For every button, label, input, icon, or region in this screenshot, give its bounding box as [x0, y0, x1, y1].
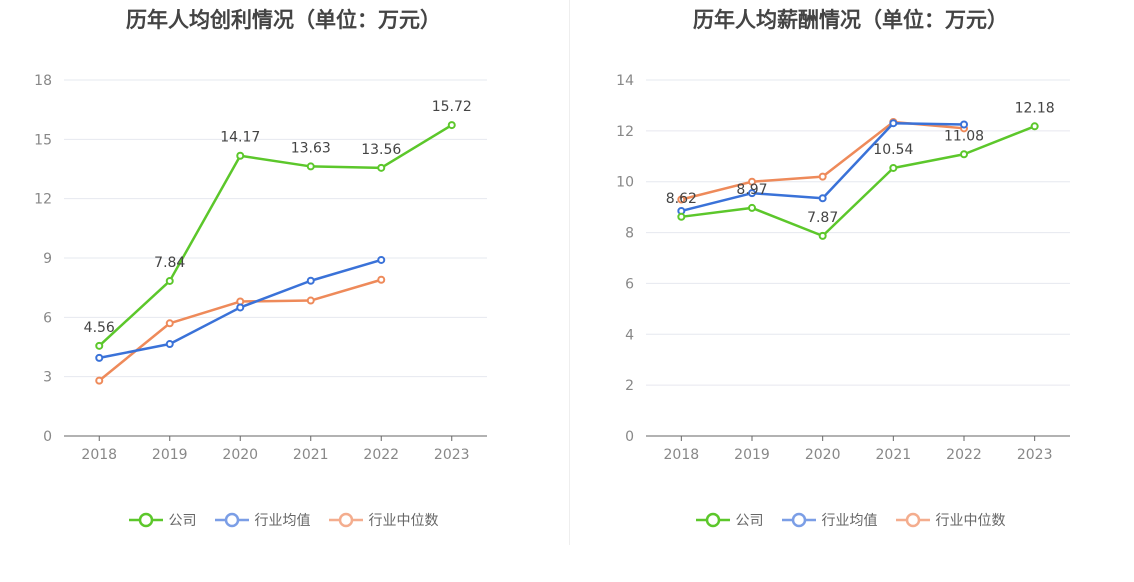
data-point[interactable]	[377, 275, 386, 284]
data-label: 8.62	[666, 191, 697, 207]
x-tick-label: 2022	[946, 447, 982, 463]
profit-line-chart: 0 3 6 9 12 15 18 2018 2019 2020 2021 2022 2023 4.56 7.…	[34, 73, 487, 463]
x-tick-label: 2020	[805, 447, 841, 463]
data-point[interactable]	[165, 276, 174, 285]
data-point[interactable]	[377, 255, 386, 264]
data-point[interactable]	[1030, 122, 1039, 131]
data-label: 15.72	[432, 99, 472, 115]
y-tick-label: 12	[616, 124, 634, 140]
y-tick-label: 14	[616, 73, 634, 89]
x-tick-label: 2022	[363, 447, 399, 463]
data-label: 12.18	[1015, 100, 1055, 116]
y-tick-label: 18	[34, 73, 52, 89]
legend-label: 行业均值	[821, 513, 878, 529]
data-label: 8.97	[736, 182, 767, 198]
legend-label: 行业中位数	[368, 513, 439, 529]
legend-line-icon	[328, 512, 363, 528]
data-point[interactable]	[306, 276, 315, 285]
legend-label: 行业中位数	[935, 513, 1006, 529]
data-label: 11.08	[944, 128, 984, 144]
data-point[interactable]	[748, 189, 756, 198]
salary-line-chart: 0 2 4 6 8 10 12 14 2018 2019 2020 2021 2022 2023 8.62 8…	[616, 73, 1070, 463]
data-point[interactable]	[306, 296, 315, 305]
data-point[interactable]	[748, 203, 756, 212]
data-point[interactable]	[677, 212, 686, 221]
legend-item-industry-median[interactable]: 行业中位数	[895, 510, 1006, 530]
x-tick-label: 2023	[1017, 447, 1053, 463]
legend-line-icon	[214, 512, 249, 528]
x-tick-label: 2019	[734, 447, 770, 463]
y-tick-label: 9	[43, 251, 52, 267]
data-label: 4.56	[84, 320, 115, 336]
data-point[interactable]	[960, 150, 968, 159]
series-line	[681, 125, 1036, 238]
data-point[interactable]	[818, 172, 827, 181]
x-tick-label: 2019	[152, 447, 188, 463]
x-tick-label: 2021	[876, 447, 912, 463]
y-tick-label: 10	[616, 175, 634, 191]
data-point[interactable]	[306, 162, 315, 171]
data-point[interactable]	[377, 163, 386, 172]
legend-line-icon	[128, 512, 163, 528]
series-line	[681, 120, 965, 201]
data-point[interactable]	[236, 151, 245, 160]
legend-line-icon	[895, 512, 930, 528]
legend-item-industry-average[interactable]: 行业均值	[214, 510, 311, 530]
data-label: 7.84	[154, 255, 185, 271]
data-point[interactable]	[95, 341, 104, 350]
y-tick-label: 6	[43, 310, 52, 326]
chart-title: 历年人均薪酬情况（单位：万元）	[693, 8, 1008, 32]
legend-label: 公司	[168, 513, 197, 529]
x-tick-label: 2020	[222, 447, 258, 463]
y-tick-label: 0	[625, 429, 634, 445]
legend-line-icon	[781, 512, 816, 528]
y-tick-label: 6	[625, 276, 634, 292]
y-tick-label: 15	[34, 132, 52, 148]
legend-item-industry-average[interactable]: 行业均值	[781, 510, 878, 530]
legend-line-icon	[695, 512, 730, 528]
legend-label: 行业均值	[254, 513, 311, 529]
data-label: 10.54	[873, 142, 913, 158]
salary-chart-panel: 历年人均薪酬情况（单位：万元） 0 2 4 6 8 10 12 14 2018 2019 2020 2…	[567, 0, 1134, 582]
data-point[interactable]	[818, 194, 827, 203]
data-point[interactable]	[889, 119, 898, 128]
legend-item-company[interactable]: 公司	[128, 510, 197, 530]
y-tick-label: 3	[43, 370, 52, 386]
x-tick-label: 2018	[664, 447, 700, 463]
data-point[interactable]	[889, 163, 898, 172]
data-point[interactable]	[236, 303, 245, 312]
legend-item-company[interactable]: 公司	[695, 510, 764, 530]
data-point[interactable]	[165, 340, 174, 349]
profit-chart-panel: 历年人均创利情况（单位：万元） 0 3 6 9 12 15 18 2018 2019 2020 20…	[0, 8, 567, 530]
legend-item-industry-median[interactable]: 行业中位数	[328, 510, 439, 530]
x-tick-label: 2023	[434, 447, 470, 463]
data-point[interactable]	[165, 319, 174, 328]
y-tick-label: 12	[34, 192, 52, 208]
data-point[interactable]	[677, 195, 686, 204]
data-point[interactable]	[95, 376, 104, 385]
chart-title: 历年人均创利情况（单位：万元）	[126, 8, 441, 32]
data-point[interactable]	[447, 121, 456, 130]
panel-divider	[569, 0, 570, 545]
data-label: 7.87	[807, 210, 838, 226]
data-point[interactable]	[960, 120, 968, 129]
data-label: 13.56	[361, 142, 401, 158]
y-tick-label: 8	[625, 226, 634, 242]
x-tick-label: 2021	[293, 447, 329, 463]
x-tick-label: 2018	[81, 447, 117, 463]
series-line	[98, 124, 453, 347]
data-label: 13.63	[291, 140, 331, 156]
data-point[interactable]	[748, 177, 756, 186]
data-label: 14.17	[220, 130, 260, 146]
series-line	[98, 278, 382, 382]
y-tick-label: 4	[625, 327, 634, 343]
chart-legend: 公司 行业均值 行业中位数	[0, 510, 567, 530]
chart-legend: 公司 行业均值 行业中位数	[567, 510, 1134, 530]
data-point[interactable]	[95, 353, 104, 362]
y-tick-label: 2	[625, 378, 634, 394]
data-point[interactable]	[818, 231, 827, 240]
legend-label: 公司	[735, 513, 764, 529]
y-tick-label: 0	[43, 429, 52, 445]
